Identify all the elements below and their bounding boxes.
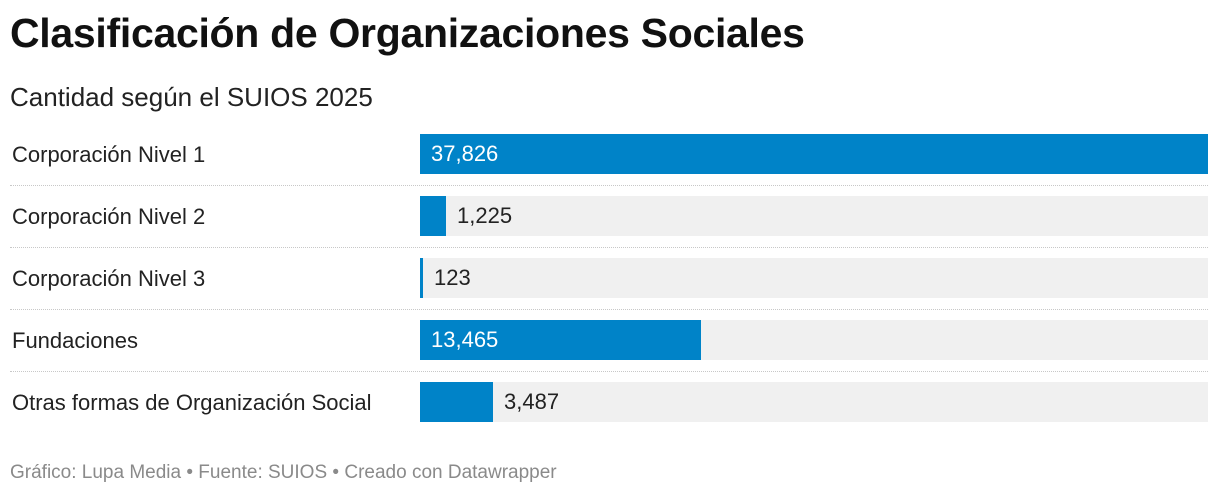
row-divider [10,309,1208,310]
bar-row: Corporación Nivel 1 37,826 [0,124,1220,186]
category-label: Otras formas de Organización Social [12,390,372,415]
bar-track: 13,465 [420,320,1208,360]
value-label: 3,487 [504,389,560,414]
category-label: Corporación Nivel 1 [12,142,206,167]
bar-track: 37,826 [420,134,1208,174]
bar-track: 123 [420,258,1208,298]
category-label: Corporación Nivel 2 [12,204,206,229]
chart-title: Clasificación de Organizaciones Sociales [10,10,805,56]
bar-track: 1,225 [420,196,1208,236]
bar-row: Fundaciones 13,465 [0,310,1220,372]
bar-row: Corporación Nivel 2 1,225 [0,186,1220,248]
bar [420,382,493,422]
value-label: 37,826 [431,141,499,166]
category-label: Fundaciones [12,328,138,353]
chart-footer: Gráfico: Lupa Media • Fuente: SUIOS • Cr… [10,462,557,483]
bar-track: 3,487 [420,382,1208,422]
bar [420,258,423,298]
value-label: 1,225 [457,203,513,228]
bar [420,134,1208,174]
bar [420,196,446,236]
bar [420,320,701,360]
row-divider [10,371,1208,372]
bar-chart: Corporación Nivel 1 37,826 Corporación Niv… [0,124,1220,434]
value-label: 123 [434,265,471,290]
value-label: 13,465 [431,327,499,352]
bar-row: Corporación Nivel 3 123 [0,248,1220,310]
chart-subtitle: Cantidad según el SUIOS 2025 [10,82,373,112]
bar-row: Otras formas de Organización Social 3,487 [0,372,1220,434]
category-label: Corporación Nivel 3 [12,266,206,291]
row-divider [10,247,1208,248]
row-divider [10,185,1208,186]
